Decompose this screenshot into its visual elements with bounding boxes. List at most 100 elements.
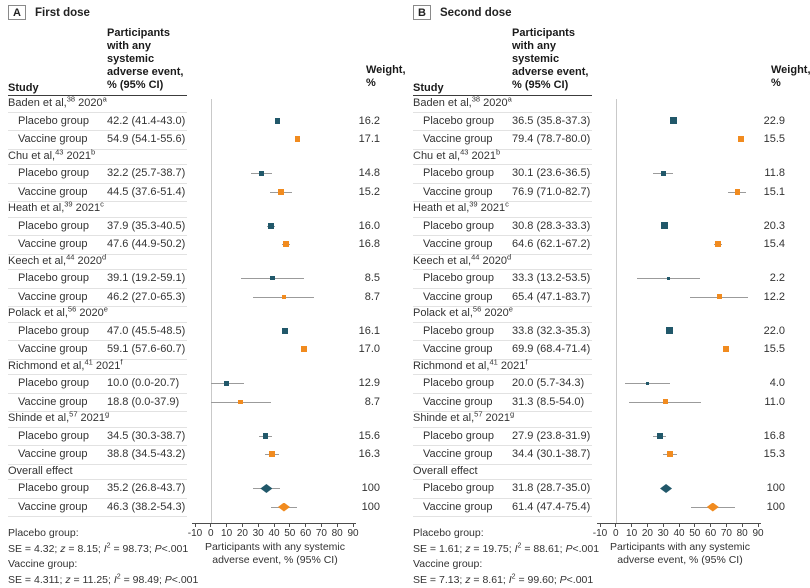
- x-axis-label: Participants with any systemic adverse e…: [567, 541, 793, 567]
- footnote-superscript: g: [510, 409, 514, 418]
- study-name: Overall effect: [8, 464, 73, 480]
- weight-value: 16.0: [332, 217, 380, 236]
- x-axis-tick: [679, 523, 680, 527]
- reference-superscript: 57: [69, 409, 77, 418]
- group-label: Placebo group: [423, 269, 494, 288]
- x-axis-tick: [321, 523, 322, 527]
- group-label: Placebo group: [18, 217, 89, 236]
- weight-value: 15.6: [332, 427, 380, 446]
- point-estimate-marker: [646, 382, 649, 385]
- weight-value: 14.8: [332, 164, 380, 183]
- point-estimate-marker: [661, 222, 668, 229]
- x-axis-tick: [258, 523, 259, 527]
- point-estimate-marker: [269, 451, 275, 457]
- stats-vaccine-values: SE = 4.311; z = 11.25; I2 = 98.49; P<.00…: [8, 573, 198, 588]
- estimate-ci-text: 47.0 (45.5-48.5): [107, 322, 185, 341]
- stats-vaccine-values: SE = 7.13; z = 8.61; I2 = 99.60; P<.001: [413, 573, 599, 588]
- weight-value: 100: [737, 498, 785, 517]
- group-label: Placebo group: [423, 427, 494, 446]
- estimate-ci-text: 64.6 (62.1-67.2): [512, 235, 590, 254]
- weight-value: 15.3: [737, 445, 785, 464]
- group-label: Vaccine group: [18, 130, 88, 149]
- x-axis-tick: [242, 523, 243, 527]
- study-header-row: Chu et al,43 2021b: [0, 149, 405, 165]
- estimate-ci-text: 36.5 (35.8-37.3): [512, 112, 590, 131]
- group-label: Vaccine group: [18, 340, 88, 359]
- x-axis-tick-label: 90: [340, 528, 366, 539]
- stats-placebo-values: SE = 4.32; z = 8.15; I2 = 98.73; P<.001: [8, 542, 198, 558]
- footnote-superscript: c: [505, 199, 509, 208]
- stats-vaccine-label: Vaccine group:: [413, 557, 599, 573]
- estimate-ci-text: 10.0 (0.0-20.7): [107, 374, 179, 393]
- footnote-superscript: c: [100, 199, 104, 208]
- column-header-study: Study: [8, 82, 39, 95]
- study-header-row: Overall effect: [0, 464, 405, 480]
- estimate-ci-text: 20.0 (5.7-34.3): [512, 374, 584, 393]
- panel-title: First dose: [35, 7, 90, 19]
- footnote-superscript: a: [103, 94, 107, 103]
- overall-diamond-marker: [660, 484, 672, 493]
- weight-value: 8.5: [332, 269, 380, 288]
- study-header-row: Keech et al,44 2020d: [405, 254, 810, 270]
- reference-superscript: 39: [469, 199, 477, 208]
- x-axis-tick: [631, 523, 632, 527]
- heterogeneity-stats: Placebo group:SE = 1.61; z = 19.75; I2 =…: [413, 526, 599, 588]
- group-label: Vaccine group: [423, 340, 493, 359]
- study-name: Richmond et al,41 2021f: [8, 359, 122, 375]
- study-name: Keech et al,44 2020d: [8, 254, 106, 270]
- estimate-ci-text: 30.1 (23.6-36.5): [512, 164, 590, 183]
- point-estimate-marker: [268, 223, 274, 229]
- point-estimate-marker: [661, 171, 666, 176]
- group-label: Vaccine group: [423, 130, 493, 149]
- study-header-row: Richmond et al,41 2021f: [0, 359, 405, 375]
- point-estimate-marker: [263, 433, 269, 439]
- point-estimate-marker: [715, 241, 721, 247]
- estimate-ci-text: 27.9 (23.8-31.9): [512, 427, 590, 446]
- group-label: Placebo group: [423, 479, 494, 498]
- x-axis-tick: [289, 523, 290, 527]
- point-estimate-marker: [295, 136, 301, 142]
- point-estimate-marker: [663, 399, 668, 404]
- study-name: Baden et al,38 2020a: [413, 96, 512, 112]
- study-name: Heath et al,39 2021c: [413, 201, 509, 217]
- estimate-ci-text: 38.8 (34.5-43.2): [107, 445, 185, 464]
- footnote-superscript: b: [496, 147, 500, 156]
- estimate-ci-text: 44.5 (37.6-51.4): [107, 183, 185, 202]
- estimate-ci-text: 39.1 (19.2-59.1): [107, 269, 185, 288]
- estimate-ci-text: 79.4 (78.7-80.0): [512, 130, 590, 149]
- study-name: Keech et al,44 2020d: [413, 254, 511, 270]
- panel-title: Second dose: [440, 7, 512, 19]
- estimate-ci-text: 34.4 (30.1-38.7): [512, 445, 590, 464]
- point-estimate-marker: [657, 433, 663, 439]
- panel-first-dose: A First dose Study Participants with any…: [0, 0, 405, 587]
- estimate-ci-text: 54.9 (54.1-55.6): [107, 130, 185, 149]
- x-axis-tick: [615, 523, 616, 527]
- estimate-ci-text: 61.4 (47.4-75.4): [512, 498, 590, 517]
- stats-placebo-label: Placebo group:: [413, 526, 599, 542]
- x-axis-tick: [226, 523, 227, 527]
- stats-placebo-values: SE = 1.61; z = 19.75; I2 = 88.61; P<.001: [413, 542, 599, 558]
- weight-value: 11.8: [737, 164, 785, 183]
- point-estimate-marker: [224, 381, 229, 386]
- reference-superscript: 44: [66, 252, 74, 261]
- footnote-superscript: e: [104, 304, 108, 313]
- point-estimate-marker: [735, 189, 741, 195]
- group-label: Placebo group: [18, 112, 89, 131]
- weight-value: 11.0: [737, 393, 785, 412]
- point-estimate-marker: [667, 451, 673, 457]
- study-header-row: Chu et al,43 2021b: [405, 149, 810, 165]
